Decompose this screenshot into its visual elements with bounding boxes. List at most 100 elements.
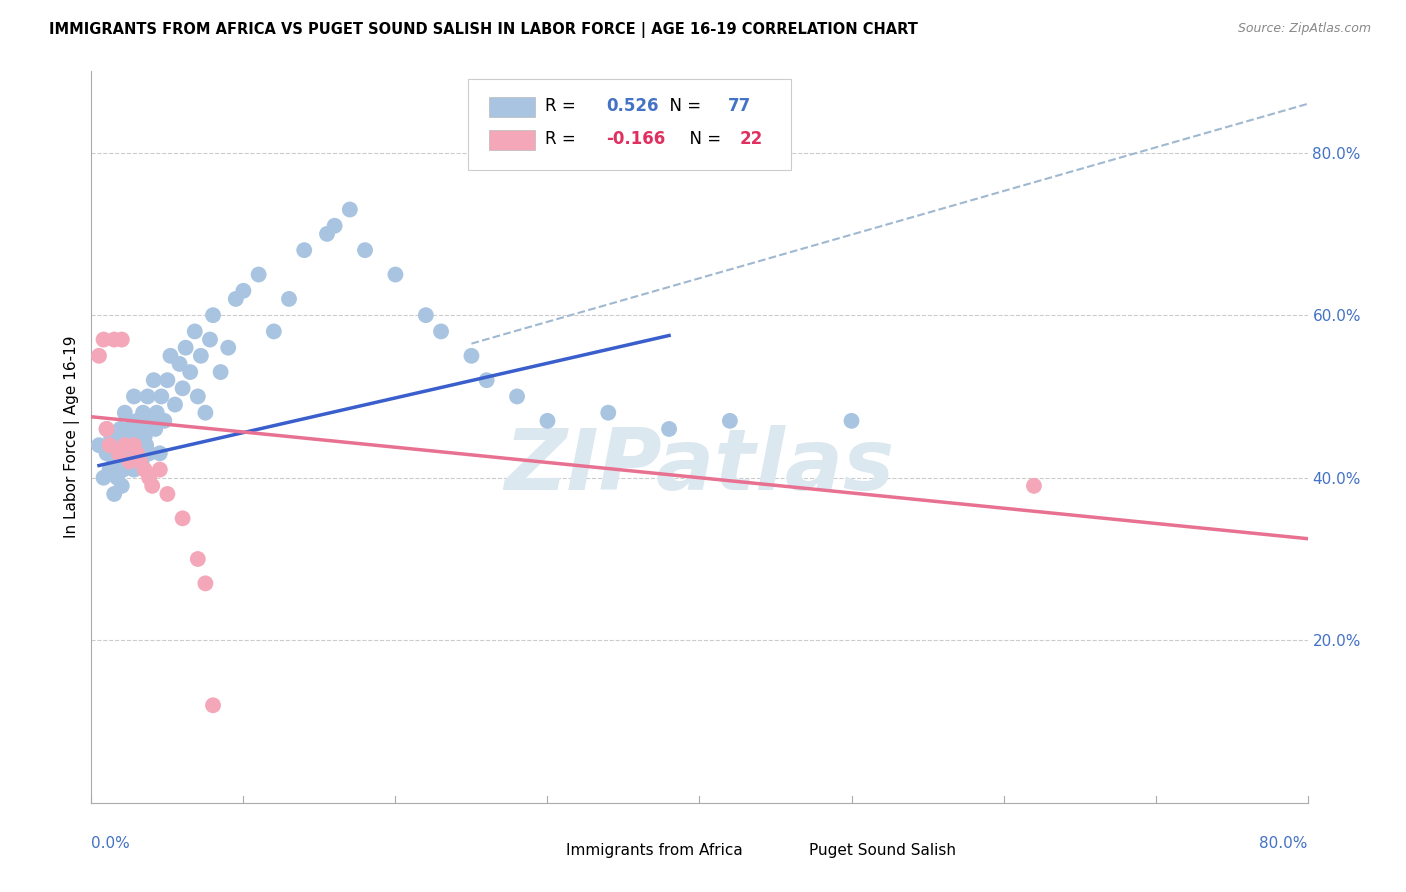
Point	[841, 414, 863, 428]
Point	[96, 422, 118, 436]
Point	[134, 430, 156, 444]
Point	[323, 219, 346, 233]
Point	[460, 349, 482, 363]
Point	[112, 462, 135, 476]
Point	[247, 268, 270, 282]
FancyBboxPatch shape	[489, 130, 536, 151]
Point	[316, 227, 339, 241]
Point	[125, 438, 148, 452]
Point	[103, 454, 125, 468]
Point	[141, 479, 163, 493]
Point	[125, 414, 148, 428]
Point	[354, 243, 377, 257]
Point	[98, 462, 121, 476]
Text: Source: ZipAtlas.com: Source: ZipAtlas.com	[1237, 22, 1371, 36]
Point	[103, 333, 125, 347]
Text: -0.166: -0.166	[606, 130, 665, 148]
Point	[134, 462, 156, 476]
Point	[138, 446, 160, 460]
Point	[142, 373, 165, 387]
Point	[104, 438, 127, 452]
Point	[384, 268, 406, 282]
Point	[156, 487, 179, 501]
Point	[129, 422, 152, 436]
Point	[138, 471, 160, 485]
Point	[278, 292, 301, 306]
Point	[187, 389, 209, 403]
Point	[96, 422, 118, 436]
Text: 22: 22	[740, 130, 763, 148]
Text: ZIPatlas: ZIPatlas	[505, 425, 894, 508]
Point	[87, 438, 110, 452]
Point	[107, 446, 129, 460]
Point	[506, 389, 529, 403]
Point	[232, 284, 254, 298]
Point	[100, 430, 122, 444]
Y-axis label: In Labor Force | Age 16-19: In Labor Force | Age 16-19	[65, 335, 80, 539]
Point	[107, 446, 129, 460]
Point	[292, 243, 315, 257]
Text: 80.0%: 80.0%	[1260, 836, 1308, 851]
Point	[120, 446, 142, 460]
Point	[415, 308, 437, 322]
Point	[194, 406, 217, 420]
FancyBboxPatch shape	[523, 844, 557, 858]
Point	[198, 333, 221, 347]
Point	[202, 698, 225, 713]
Point	[87, 349, 110, 363]
FancyBboxPatch shape	[489, 97, 536, 118]
Point	[114, 438, 136, 452]
Point	[1022, 479, 1045, 493]
Point	[163, 398, 186, 412]
Point	[225, 292, 247, 306]
Point	[150, 389, 173, 403]
Point	[263, 325, 285, 339]
Point	[187, 552, 209, 566]
Text: 0.0%: 0.0%	[91, 836, 131, 851]
Point	[145, 406, 167, 420]
Point	[202, 308, 225, 322]
Point	[125, 446, 148, 460]
Point	[114, 446, 136, 460]
FancyBboxPatch shape	[468, 78, 790, 170]
Text: 0.526: 0.526	[606, 97, 658, 115]
Point	[172, 511, 194, 525]
Point	[114, 406, 136, 420]
Point	[129, 454, 152, 468]
Point	[115, 438, 138, 452]
FancyBboxPatch shape	[766, 844, 800, 858]
Point	[718, 414, 741, 428]
Point	[122, 438, 145, 452]
Point	[135, 438, 157, 452]
Point	[115, 454, 138, 468]
Text: R =: R =	[546, 130, 581, 148]
Point	[149, 462, 172, 476]
Point	[122, 462, 145, 476]
Point	[98, 438, 121, 452]
Point	[169, 357, 191, 371]
Point	[111, 430, 134, 444]
Point	[111, 479, 134, 493]
Text: Puget Sound Salish: Puget Sound Salish	[808, 843, 956, 858]
Point	[121, 430, 143, 444]
Text: N =: N =	[659, 97, 707, 115]
Point	[475, 373, 498, 387]
Point	[93, 471, 115, 485]
Point	[184, 325, 207, 339]
Point	[111, 333, 134, 347]
Point	[128, 446, 150, 460]
Point	[658, 422, 681, 436]
Point	[179, 365, 201, 379]
Point	[172, 381, 194, 395]
Text: R =: R =	[546, 97, 581, 115]
Point	[105, 471, 128, 485]
Point	[143, 422, 166, 436]
Point	[430, 325, 453, 339]
Point	[122, 389, 145, 403]
Text: N =: N =	[679, 130, 725, 148]
Point	[217, 341, 239, 355]
Point	[339, 202, 361, 217]
Text: 77: 77	[727, 97, 751, 115]
Point	[118, 422, 141, 436]
Point	[190, 349, 212, 363]
